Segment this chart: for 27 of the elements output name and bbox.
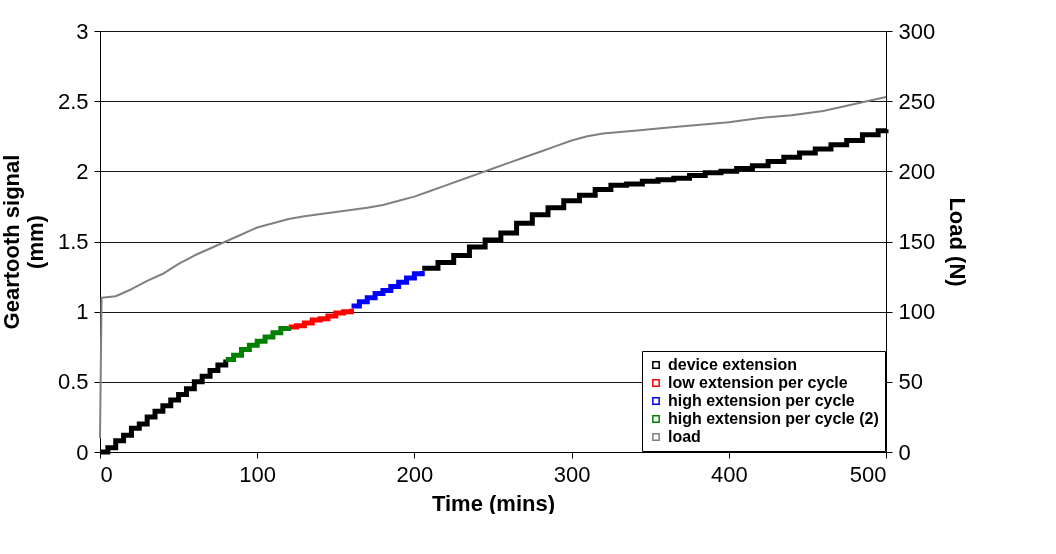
legend-label: device extension: [668, 356, 797, 373]
y-tick-label: 2.5: [57, 88, 89, 114]
x-tick-label: 500: [849, 461, 887, 487]
y2-axis-title: Load (N): [945, 197, 971, 287]
y2-tick-label: 50: [898, 369, 923, 395]
legend-label: low extension per cycle: [668, 374, 848, 391]
legend-label: high extension per cycle (2): [668, 410, 879, 427]
y-tick-label: 1.5: [57, 229, 89, 254]
y2-tick-label: 300: [898, 18, 936, 44]
y-tick-label: 2: [76, 158, 89, 184]
x-tick-label: 200: [396, 461, 434, 487]
legend-label: load: [668, 428, 701, 445]
y2-tick-label: 0: [898, 439, 911, 465]
y2-tick-label: 150: [898, 229, 936, 254]
y2-tick-label: 200: [898, 158, 936, 184]
y-tick-label: 0: [76, 439, 89, 465]
y-tick-label: 3: [76, 18, 89, 44]
x-tick-label: 0: [100, 461, 113, 487]
y-axis-title: Geartooth signal (mm): [0, 154, 48, 330]
y2-tick-label: 250: [898, 88, 936, 114]
legend-label: high extension per cycle: [668, 392, 855, 409]
x-tick-label: 400: [710, 461, 748, 487]
x-tick-label: 100: [239, 461, 277, 487]
x-tick-label: 300: [553, 461, 591, 487]
y-tick-label: 1: [76, 299, 89, 325]
y-tick-label: 0.5: [57, 369, 89, 395]
y2-tick-label: 100: [898, 299, 936, 325]
